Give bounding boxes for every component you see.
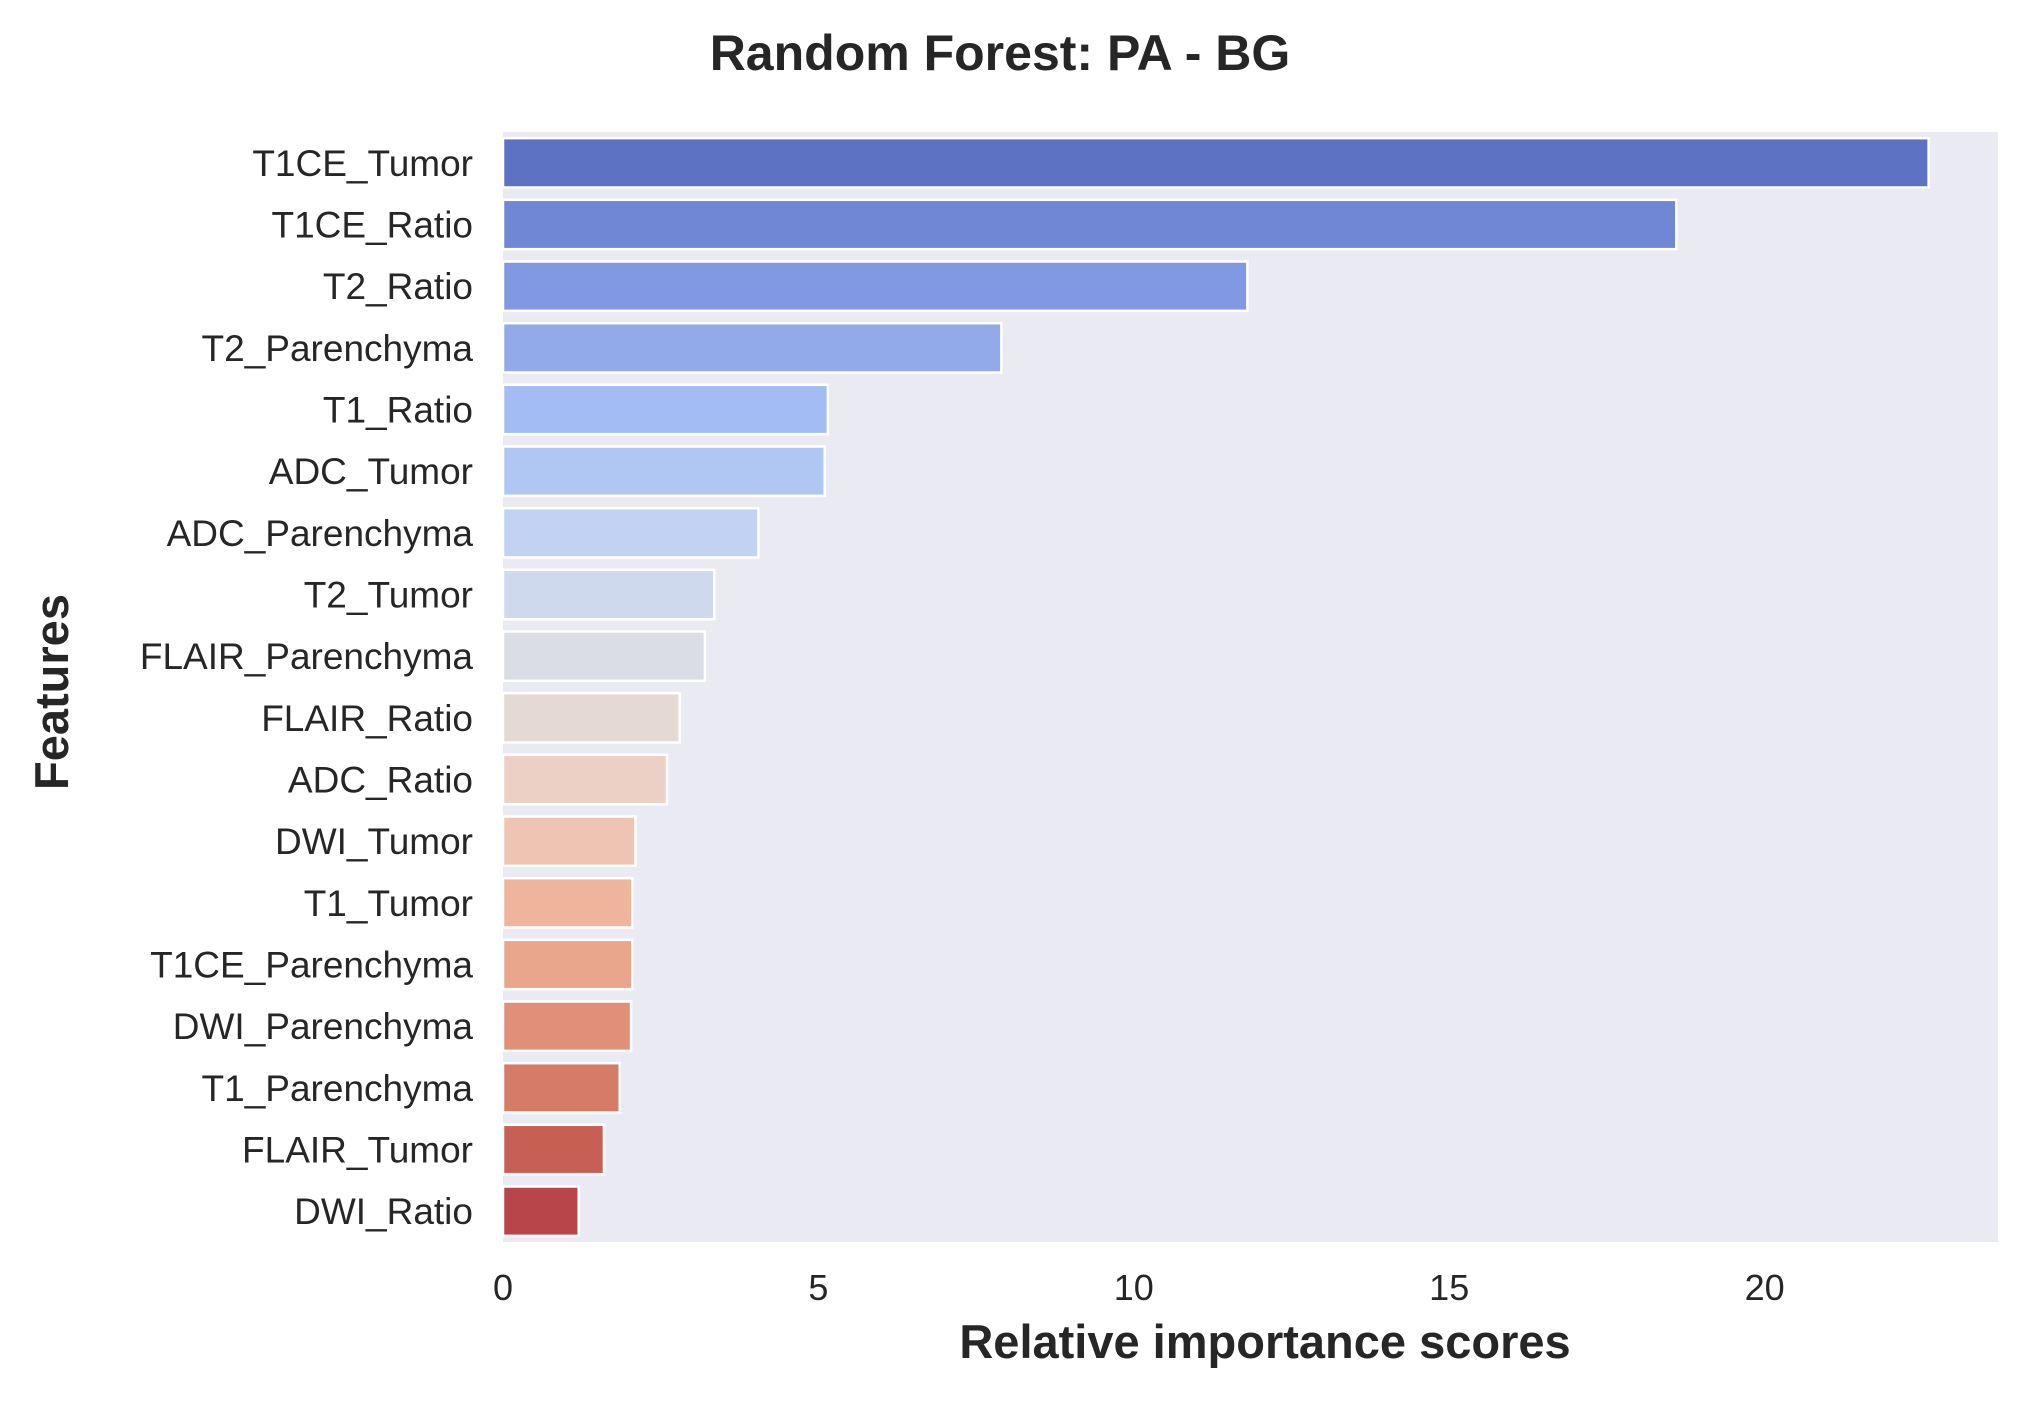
category-label: FLAIR_Parenchyma [140, 636, 474, 677]
category-label: T1CE_Ratio [271, 205, 473, 246]
bar-t1-ratio [501, 383, 830, 436]
category-label: DWI_Parenchyma [173, 1006, 474, 1047]
bar-t1ce-parenchyma [501, 938, 634, 991]
bar-dwi-ratio [501, 1185, 580, 1238]
category-label: T1_Ratio [323, 390, 473, 431]
bar-adc-parenchyma [501, 506, 760, 559]
category-label: T1CE_Parenchyma [150, 945, 473, 986]
x-tick-labels: 0 5 10 15 20 [493, 1267, 1785, 1308]
bar-dwi-tumor [501, 815, 637, 868]
category-label: FLAIR_Ratio [261, 698, 473, 739]
x-tick-label: 0 [493, 1267, 513, 1308]
category-label: ADC_Parenchyma [167, 513, 474, 554]
category-label: T2_Ratio [323, 266, 473, 307]
plot-area [503, 132, 1998, 1242]
category-label: ADC_Tumor [269, 451, 473, 492]
category-labels: T1CE_Tumor T1CE_Ratio T2_Ratio T2_Parenchym… [140, 143, 474, 1232]
category-label: T1_Parenchyma [202, 1068, 474, 1109]
bar-t1-tumor [501, 876, 634, 929]
x-tick-label: 10 [1114, 1267, 1154, 1308]
x-tick-label: 20 [1745, 1267, 1785, 1308]
x-tick-label: 15 [1429, 1267, 1469, 1308]
bar-flair-tumor [501, 1123, 606, 1176]
bars [501, 136, 1930, 1238]
x-tick-label: 5 [808, 1267, 828, 1308]
category-label: FLAIR_Tumor [242, 1130, 473, 1171]
bar-adc-tumor [501, 445, 826, 498]
bar-t2-tumor [501, 568, 716, 621]
bar-adc-ratio [501, 753, 669, 806]
chart-title: Random Forest: PA - BG [710, 25, 1291, 81]
x-axis-label: Relative importance scores [959, 1315, 1570, 1368]
bar-t1ce-tumor [501, 136, 1930, 189]
bar-dwi-parenchyma [501, 1000, 633, 1053]
bar-flair-ratio [501, 691, 681, 744]
category-label: T1_Tumor [304, 883, 473, 924]
category-label: T1CE_Tumor [252, 143, 473, 184]
category-label: T2_Tumor [304, 575, 473, 616]
category-label: DWI_Ratio [294, 1191, 473, 1232]
category-label: ADC_Ratio [288, 760, 473, 801]
category-label: T2_Parenchyma [202, 328, 474, 369]
bar-flair-parenchyma [501, 630, 707, 683]
bar-t2-ratio [501, 260, 1249, 313]
category-label: DWI_Tumor [275, 821, 473, 862]
bar-t1ce-ratio [501, 198, 1678, 251]
y-axis-label: Features [25, 594, 78, 790]
bar-t2-parenchyma [501, 321, 1003, 374]
bar-t1-parenchyma [501, 1061, 621, 1114]
